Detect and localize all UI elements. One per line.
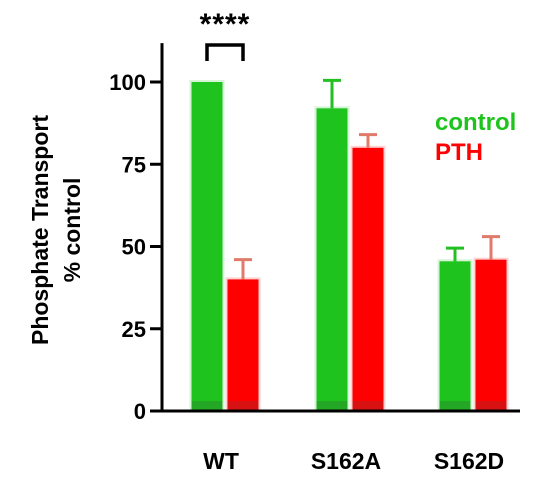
legend-entry-control: control bbox=[435, 109, 516, 136]
bar-pth-wt bbox=[227, 279, 259, 411]
significance-label: **** bbox=[200, 8, 251, 41]
x-category-label: S162A bbox=[311, 448, 381, 474]
bar-control-s162d bbox=[439, 261, 471, 411]
bar-base bbox=[191, 401, 223, 411]
y-axis: 0 25 50 75 100 bbox=[109, 43, 520, 424]
y-axis-title-line: Phosphate Transport bbox=[27, 115, 53, 345]
y-axis-title-line: % control bbox=[59, 178, 85, 283]
y-axis-title: Phosphate Transport% control bbox=[27, 115, 85, 345]
legend-entry-pth: PTH bbox=[435, 139, 483, 166]
bar-base bbox=[316, 401, 348, 411]
significance-bracket bbox=[205, 43, 245, 61]
significance-annotation: **** bbox=[200, 8, 251, 61]
y-axis-title-group: Phosphate Transport% control bbox=[27, 115, 85, 345]
bar-base bbox=[227, 401, 259, 411]
x-category-label: S162D bbox=[434, 448, 504, 474]
x-category-label: WT bbox=[203, 448, 239, 474]
bar-control-wt bbox=[191, 82, 223, 411]
bar-control-s162a bbox=[316, 108, 348, 411]
bar-pth-s162d bbox=[475, 259, 507, 411]
y-tick-label: 100 bbox=[109, 70, 146, 95]
y-tick-label: 0 bbox=[134, 399, 146, 424]
x-axis-categories: WT S162A S162D bbox=[203, 448, 504, 474]
bar-base bbox=[439, 401, 471, 411]
legend: control PTH bbox=[435, 109, 516, 166]
bar-pth-s162a bbox=[352, 147, 384, 412]
y-tick-label: 50 bbox=[122, 235, 146, 260]
bar-base bbox=[475, 401, 507, 411]
y-tick-label: 25 bbox=[122, 317, 146, 342]
bars-layer bbox=[189, 78, 509, 412]
y-tick-label: 75 bbox=[122, 152, 146, 177]
bar-base bbox=[352, 401, 384, 411]
